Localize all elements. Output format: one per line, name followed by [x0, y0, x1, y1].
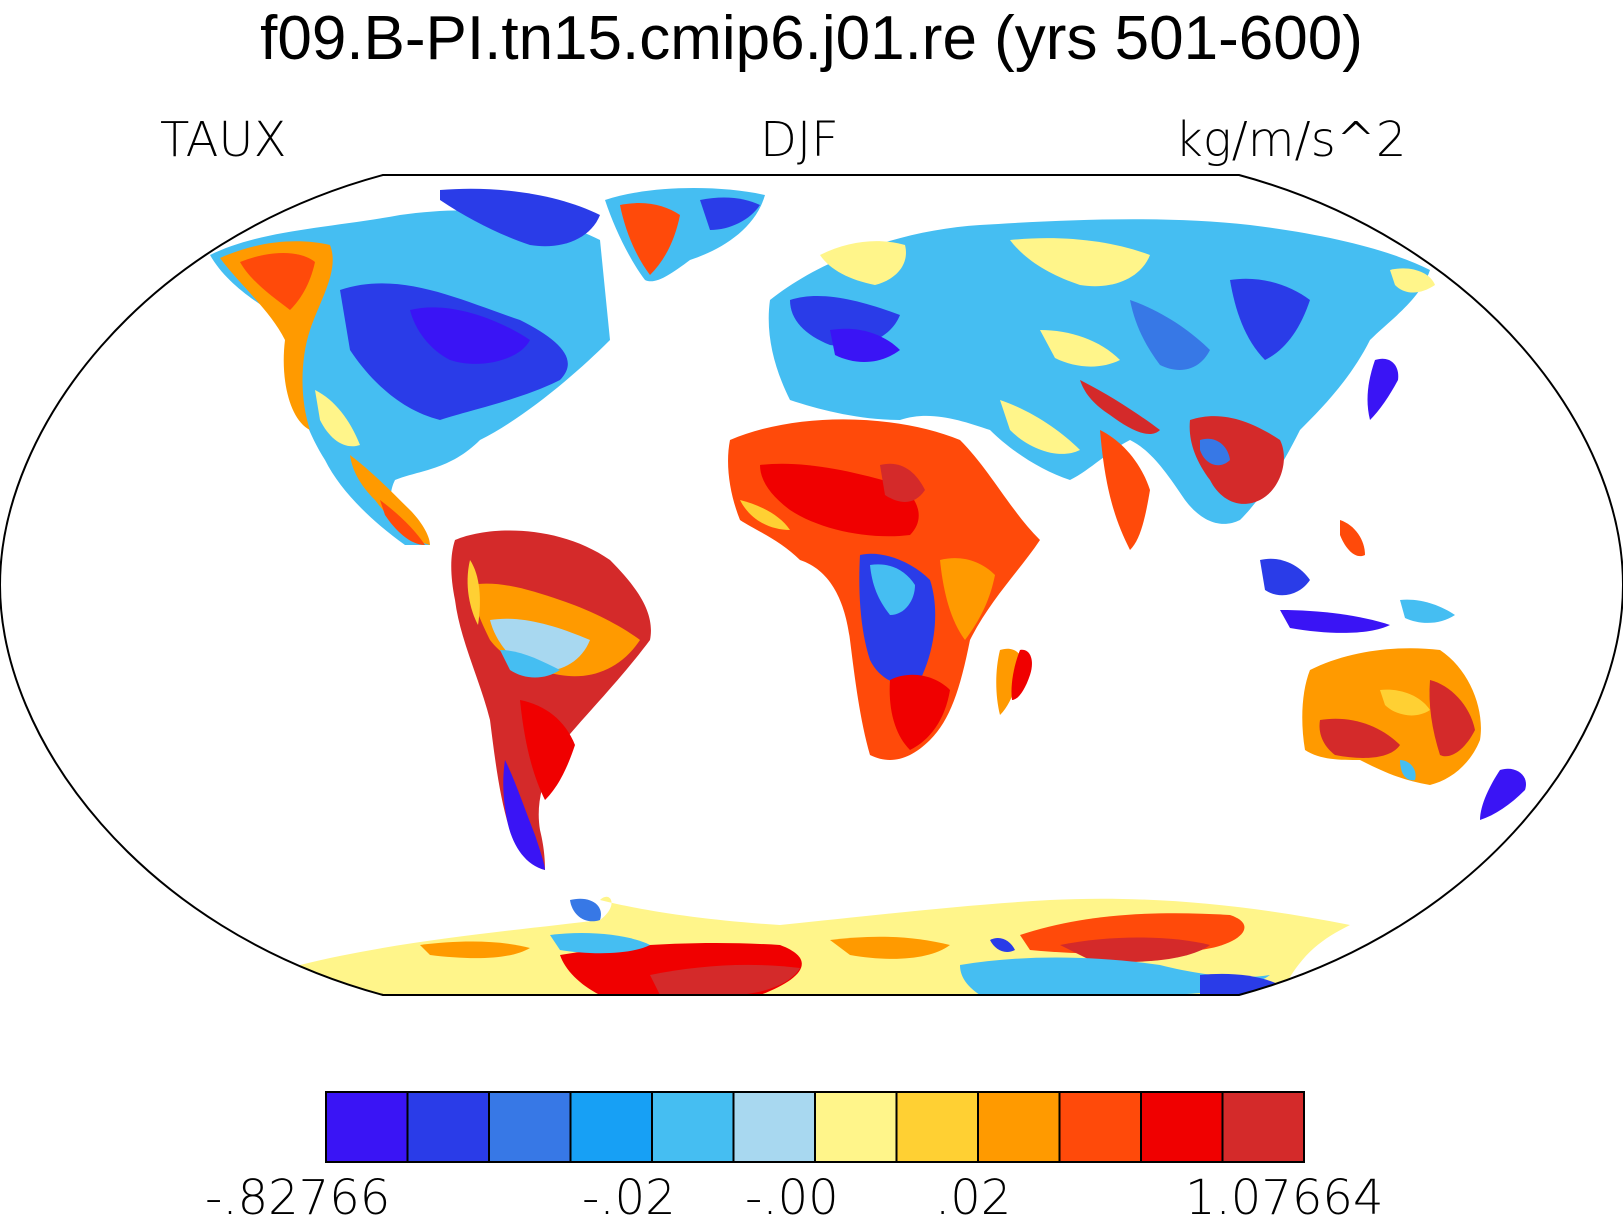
south-america — [451, 530, 651, 870]
japan — [1367, 358, 1399, 420]
variable-label: TAUX — [160, 112, 287, 168]
madagascar — [1011, 649, 1032, 700]
colorbar-box-2 — [488, 1091, 572, 1163]
colorbar-box-6 — [814, 1091, 898, 1163]
colorbar-label-neg-02: -.02 — [582, 1170, 676, 1226]
units-label: kg/m/s^2 — [1175, 112, 1407, 168]
antarctica — [300, 896, 1350, 995]
colorbar-box-7 — [895, 1091, 979, 1163]
colorbar-label-02: .02 — [935, 1170, 1012, 1226]
colorbar-box-0 — [325, 1091, 409, 1163]
colorbar-box-3 — [569, 1091, 653, 1163]
colorbar-label-min: -.82766 — [205, 1170, 391, 1226]
australia — [1302, 648, 1481, 785]
colorbar-box-4 — [651, 1091, 735, 1163]
colorbar-box-11 — [1221, 1091, 1305, 1163]
map-boundary — [0, 174, 1623, 996]
colorbar-boxes — [325, 1091, 1305, 1163]
greenland — [605, 188, 765, 282]
colorbar-box-10 — [1140, 1091, 1224, 1163]
colorbar-box-5 — [732, 1091, 816, 1163]
colorbar-box-1 — [406, 1091, 490, 1163]
plot-title: f09.B-PI.tn15.cmip6.j01.re (yrs 501-600) — [260, 4, 1363, 73]
new-zealand — [1480, 768, 1526, 820]
season-label: DJF — [760, 112, 839, 168]
maritime-continent — [1260, 520, 1455, 633]
colorbar-box-9 — [1058, 1091, 1142, 1163]
colorbar-box-8 — [977, 1091, 1061, 1163]
eurasia — [768, 219, 1435, 550]
colorbar-label-max: 1.07664 — [1185, 1170, 1384, 1226]
colorbar-label-neg-00: -.00 — [745, 1170, 839, 1226]
north-america — [210, 188, 610, 545]
